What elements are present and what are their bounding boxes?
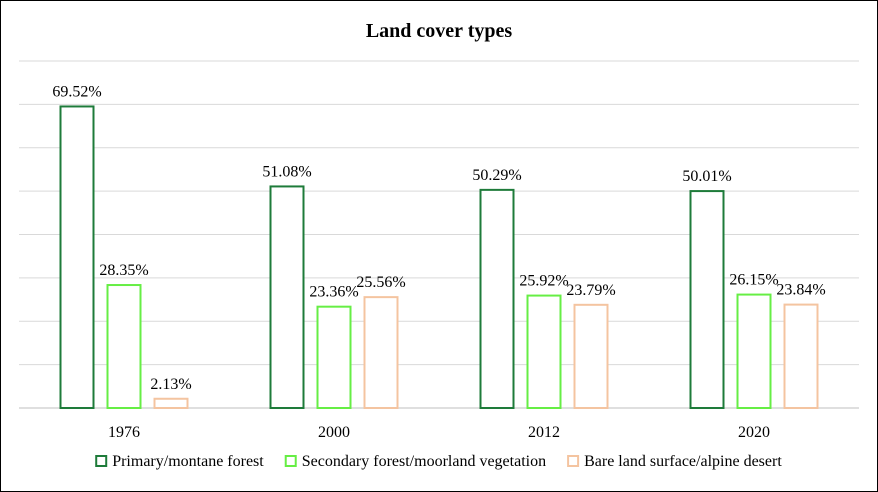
bar-2012-series-2 <box>526 294 562 409</box>
data-label: 50.01% <box>682 168 731 185</box>
data-label: 23.84% <box>776 282 825 299</box>
x-tick-label: 2020 <box>738 424 770 441</box>
data-label: 23.36% <box>309 284 358 301</box>
x-axis-ticks: 1976 2000 2012 2020 <box>108 424 770 441</box>
bar-1976-series-2 <box>106 284 142 409</box>
legend-swatch <box>567 455 580 467</box>
bar-2020-series-1 <box>689 190 725 409</box>
bar-2020-series-3 <box>783 303 819 409</box>
data-labels: 69.52% 28.35% 2.13% 51.08% 23.36%25.56% 50.29… <box>52 83 825 392</box>
legend-label: Secondary forest/moorland vegetation <box>302 453 546 470</box>
legend-label: Primary/montane forest <box>112 453 264 470</box>
x-tick-label: 1976 <box>108 424 140 441</box>
bar-2012-series-3 <box>573 303 609 410</box>
data-label: 23.79% <box>566 282 615 299</box>
data-label: 50.29% <box>472 167 521 184</box>
x-tick-label: 2000 <box>318 424 350 441</box>
data-label: 25.92% <box>519 273 568 290</box>
bar-1976-series-1 <box>59 105 95 409</box>
bar-1976-series-3 <box>153 397 189 410</box>
bar-2012-series-1 <box>479 188 515 409</box>
legend: Primary/montane forest Secondary forest/m… <box>95 453 782 470</box>
x-tick-label: 2012 <box>528 424 560 441</box>
gridlines <box>19 60 859 409</box>
bar-2020-series-2 <box>736 293 772 409</box>
chart-title: Land cover types <box>366 20 513 42</box>
bar-2000-series-3 <box>363 296 399 410</box>
data-label: 69.52% <box>52 83 101 100</box>
legend-label: Bare land surface/alpine desert <box>584 453 782 470</box>
legend-swatch <box>95 455 108 467</box>
bars <box>59 105 819 410</box>
data-label: 51.08% <box>262 163 311 180</box>
bar-2000-series-2 <box>316 305 352 409</box>
legend-swatch <box>284 455 297 467</box>
data-label: 25.56% <box>356 274 405 291</box>
data-label: 2.13% <box>150 376 191 393</box>
data-label: 28.35% <box>99 262 148 279</box>
bar-2000-series-1 <box>269 185 305 409</box>
data-label: 26.15% <box>729 272 778 289</box>
